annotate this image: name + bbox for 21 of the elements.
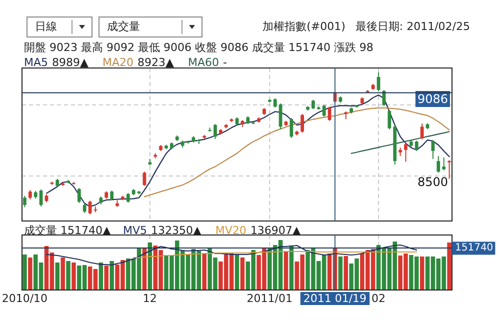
annotation: 8989▲ (52, 56, 90, 70)
x-tick-label: 2010/10 (2, 292, 48, 306)
x-tick-label: 02 (372, 292, 386, 306)
annotation: 8923▲ (138, 56, 174, 70)
text: 日線 (35, 20, 57, 34)
series-label: MV5 (122, 224, 147, 238)
annotation: - (222, 56, 227, 70)
y-tick-label: 9086 (417, 92, 448, 106)
text: 成交量 (107, 20, 140, 34)
chart-subtitle: 最後日期: 2011/02/25 (355, 20, 470, 34)
x-tick-label: 12 (142, 292, 157, 306)
text: MA60 (188, 56, 219, 70)
text: MA5 (24, 56, 48, 70)
text: MA20 (102, 56, 134, 70)
text: 開盤 9023 最高 9092 最低 9006 收盤 9086 成交量 151740 漲跌 98 (24, 41, 374, 54)
text: 151740 (455, 242, 494, 254)
chart-title: 加權指數(#001) (262, 20, 346, 34)
x-tick-label: 2011/01 (246, 292, 293, 306)
y-tick-label: 8500 (417, 175, 448, 190)
series-label: MV20 (215, 224, 246, 238)
x-tick-label: 2011 01/19 (303, 292, 367, 306)
